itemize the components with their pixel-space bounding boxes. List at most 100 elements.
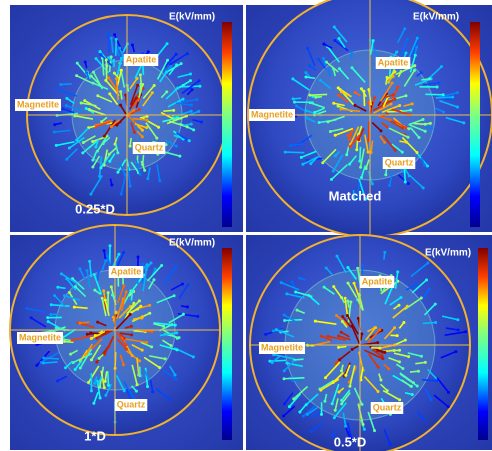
field-arrow (393, 119, 407, 129)
field-arrow (373, 103, 392, 114)
field-arrow (125, 338, 147, 344)
arrow-head (122, 251, 126, 255)
arrow-head (385, 125, 389, 129)
field-arrow (135, 159, 141, 175)
material-label: Quartz (135, 142, 164, 152)
field-arrow (162, 339, 172, 347)
field-arrow (104, 371, 108, 382)
arrow-head (412, 68, 416, 72)
arrow-head (98, 396, 102, 400)
field-arrow (159, 71, 168, 83)
field-arrow (96, 329, 114, 339)
arrow-head (101, 142, 105, 146)
arrow-head (165, 58, 169, 62)
field-arrow (330, 163, 349, 180)
field-arrow (409, 124, 426, 132)
arrow-head (176, 86, 180, 90)
arrow-head (405, 37, 409, 41)
arrow-head (103, 352, 107, 356)
field-arrow (340, 108, 361, 113)
field-arrow (333, 102, 345, 107)
field-arrow (357, 128, 365, 140)
arrow-head (144, 268, 148, 272)
field-arrow (420, 122, 431, 126)
material-label: Apatite (111, 266, 142, 276)
arrow-head (271, 329, 275, 333)
field-arrow (92, 135, 109, 143)
field-arrow (423, 303, 436, 316)
field-arrow (401, 379, 412, 387)
field-arrow (293, 385, 309, 400)
field-arrow (283, 405, 296, 417)
arrow-head (115, 77, 119, 81)
field-arrow (116, 338, 127, 350)
field-arrow (30, 317, 47, 328)
arrow-head (380, 354, 384, 358)
field-arrow (342, 315, 352, 328)
field-arrow (54, 129, 71, 133)
field-arrow (88, 108, 106, 116)
arrow-head (158, 179, 162, 183)
field-arrow (360, 367, 364, 380)
field-arrow (401, 136, 418, 154)
field-arrow (349, 126, 360, 145)
field-arrow (100, 154, 110, 169)
field-arrow (363, 376, 379, 392)
field-arrow (283, 359, 295, 372)
field-arrow (92, 155, 101, 168)
field-arrow (92, 150, 98, 161)
field-arrow (283, 392, 294, 405)
field-arrow (86, 338, 103, 355)
arrow-head (324, 376, 328, 380)
field-arrow (338, 68, 350, 80)
arrow-head (150, 345, 154, 349)
arrow-head (331, 380, 335, 384)
arrow-head (332, 67, 336, 71)
arrow-head (83, 60, 87, 64)
arrow-head (456, 318, 460, 322)
field-arrow (180, 98, 198, 103)
arrow-head (109, 36, 113, 40)
arrow-head (173, 323, 177, 327)
label-box (382, 157, 416, 169)
field-arrow (288, 393, 302, 408)
field-arrow (178, 284, 189, 299)
arrow-head (423, 163, 427, 167)
arrow-head (330, 402, 334, 406)
field-arrow (383, 327, 396, 340)
field-arrow (392, 305, 408, 319)
arrow-head (427, 77, 431, 81)
field-arrow (131, 98, 140, 108)
field-arrow (340, 389, 351, 401)
field-arrow (302, 404, 317, 417)
arrow-head (175, 331, 179, 335)
field-arrow (424, 387, 432, 400)
field-arrow (120, 332, 132, 336)
arrow-head (403, 180, 407, 184)
arrow-head (146, 385, 150, 389)
arrow-head (79, 101, 83, 105)
field-arrow (357, 403, 364, 425)
field-arrow (130, 291, 134, 301)
arrow-head (362, 427, 366, 431)
arrow-head (304, 75, 308, 79)
arrow-head (91, 81, 95, 85)
arrow-head (285, 292, 289, 296)
arrow-head (406, 182, 410, 186)
field-arrow (66, 148, 78, 160)
arrow-head (388, 443, 392, 447)
arrow-head (376, 365, 380, 369)
arrow-head (145, 263, 149, 267)
arrow-head (395, 50, 399, 54)
colorbar-label: E(kV/mm) (425, 248, 471, 259)
arrow-head (56, 285, 60, 289)
arrow-head (321, 161, 325, 165)
arrow-head (339, 90, 343, 94)
arrow-head (423, 129, 427, 133)
material-label: Quartz (385, 157, 414, 167)
field-arrow (310, 156, 319, 165)
arrow-head (185, 52, 189, 56)
arrow-head (75, 138, 79, 142)
field-arrow (119, 354, 125, 366)
